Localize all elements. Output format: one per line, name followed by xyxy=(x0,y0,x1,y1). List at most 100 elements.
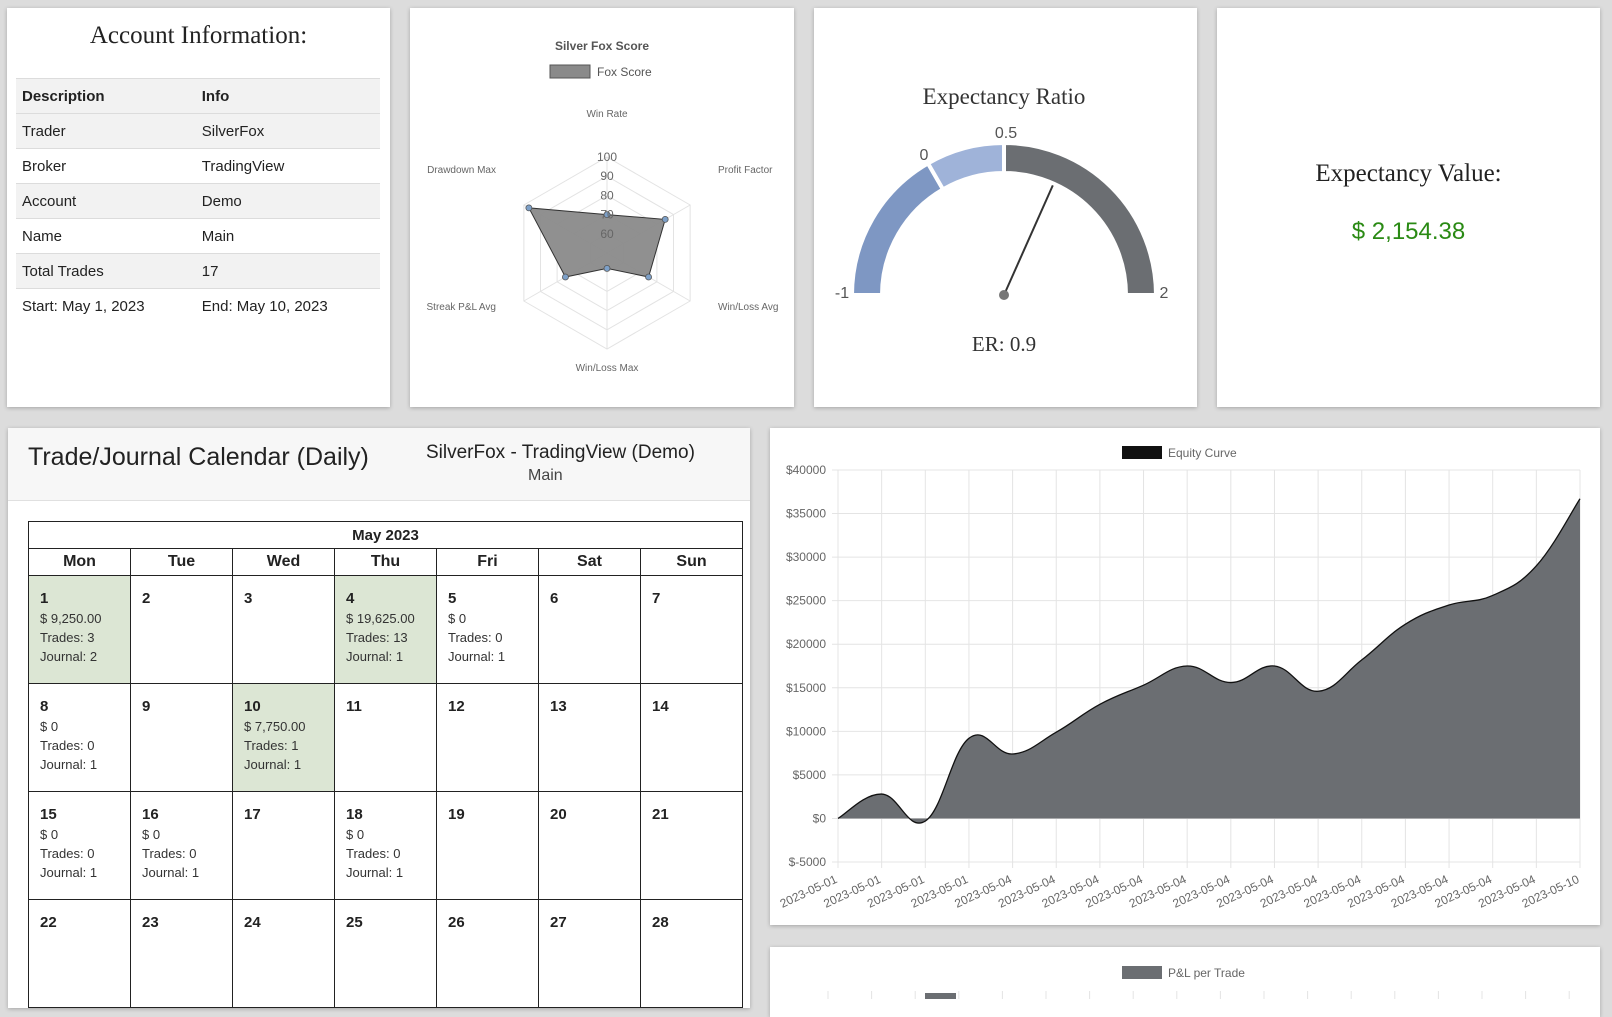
account-info-description: Account xyxy=(16,183,196,219)
gauge-scale-label: 0 xyxy=(920,147,929,164)
calendar-day-journal: Journal: 1 xyxy=(40,757,98,772)
calendar-day-cell[interactable]: 4 $ 19,625.00 Trades: 13 Journal: 1 xyxy=(334,575,437,684)
col-header-description: Description xyxy=(16,78,196,114)
calendar-day-cell[interactable]: 18 $ 0 Trades: 0 Journal: 1 xyxy=(334,791,437,900)
calendar-day-number: 26 xyxy=(448,914,465,931)
calendar-day-number: 24 xyxy=(244,914,261,931)
calendar-day-journal: Journal: 1 xyxy=(346,649,404,664)
radar-axis-label: Win/Loss Avg xyxy=(718,302,778,313)
calendar-day-cell[interactable]: 8 $ 0 Trades: 0 Journal: 1 xyxy=(28,683,131,792)
equity-y-tick: $25000 xyxy=(786,594,826,608)
radar-data-point xyxy=(645,273,652,281)
calendar-day-cell[interactable]: 28 xyxy=(640,899,743,1008)
calendar-day-cell[interactable]: 20 xyxy=(538,791,641,900)
calendar-week-row: 1 $ 9,250.00 Trades: 3 Journal: 2 2 3 4 $ 19,62… xyxy=(28,575,743,684)
calendar-day-cell[interactable]: 17 xyxy=(232,791,335,900)
expectancy-ratio-gauge: Expectancy Ratio -1 0 0.5 2 ER: 0.9 xyxy=(835,84,1169,356)
expectancy-ratio-card: Expectancy Ratio -1 0 0.5 2 ER: 0.9 xyxy=(814,8,1197,407)
equity-y-tick: $30000 xyxy=(786,550,826,564)
calendar-day-cell[interactable]: 3 xyxy=(232,575,335,684)
calendar-account-subtitle: SilverFox - TradingView (Demo) xyxy=(426,442,695,463)
calendar-day-cell[interactable]: 21 xyxy=(640,791,743,900)
pnl-per-trade-card: P&L per Trade xyxy=(770,947,1600,1017)
radar-tick-label: 80 xyxy=(600,188,614,202)
calendar-day-cell[interactable]: 23 xyxy=(130,899,233,1008)
equity-y-tick: $-5000 xyxy=(789,855,827,869)
calendar-day-cell[interactable]: 9 xyxy=(130,683,233,792)
fox-score-radar-chart: Silver Fox Score Fox Score 60 70 80 90 100 Win … xyxy=(427,39,779,374)
fox-score-radar-card: Silver Fox Score Fox Score 60 70 80 90 100 Win … xyxy=(410,8,794,407)
expectancy-value-label: Expectancy Value: xyxy=(1315,160,1502,187)
account-info-value: 17 xyxy=(195,253,380,289)
radar-title: Silver Fox Score xyxy=(555,39,649,53)
account-info-row: Start: May 1, 2023 End: May 10, 2023 xyxy=(16,288,380,323)
calendar-day-number: 6 xyxy=(550,590,559,607)
pnl-legend-label: P&L per Trade xyxy=(1168,966,1245,980)
account-info-row: Name Main xyxy=(16,218,380,254)
weekday-header: Sat xyxy=(538,548,641,576)
equity-y-tick: $35000 xyxy=(786,507,826,521)
calendar-day-cell[interactable]: 26 xyxy=(436,899,539,1008)
account-info-table: Description Info Trader SilverFox Broker Tr… xyxy=(16,78,380,323)
calendar-day-cell[interactable]: 19 xyxy=(436,791,539,900)
calendar-day-cell[interactable]: 25 xyxy=(334,899,437,1008)
radar-data-point xyxy=(525,204,533,212)
equity-legend-label: Equity Curve xyxy=(1168,446,1237,460)
calendar-day-cell[interactable]: 7 xyxy=(640,575,743,684)
radar-axis-label: Win Rate xyxy=(586,109,628,120)
radar-legend-swatch xyxy=(549,64,591,79)
radar-tick-label: 90 xyxy=(600,169,614,183)
calendar-day-cell[interactable]: 13 xyxy=(538,683,641,792)
calendar-day-number: 8 xyxy=(40,698,49,715)
calendar-day-cell[interactable]: 27 xyxy=(538,899,641,1008)
calendar-day-cell[interactable]: 11 xyxy=(334,683,437,792)
weekday-header: Thu xyxy=(334,548,437,576)
account-info-value: Demo xyxy=(195,183,380,219)
equity-curve-chart: Equity Curve $-5000 $0 $5000 $10000 $15000 $20… xyxy=(778,446,1582,911)
calendar-day-cell[interactable]: 22 xyxy=(28,899,131,1008)
trade-journal-calendar-card: Trade/Journal Calendar (Daily) SilverFox… xyxy=(8,428,750,1008)
weekday-header: Sun xyxy=(640,548,743,576)
calendar-day-number: 17 xyxy=(244,806,261,823)
calendar-day-cell[interactable]: 15 $ 0 Trades: 0 Journal: 1 xyxy=(28,791,131,900)
calendar-day-cell[interactable]: 10 $ 7,750.00 Trades: 1 Journal: 1 xyxy=(232,683,335,792)
pnl-bar xyxy=(925,993,956,999)
equity-y-tick: $15000 xyxy=(786,681,826,695)
calendar-day-number: 13 xyxy=(550,698,567,715)
calendar-table: May 2023 Mon Tue Wed Thu Fri Sat Sun 1 $ 9,250.… xyxy=(28,521,743,1008)
calendar-day-trades: Trades: 3 xyxy=(40,630,95,645)
calendar-day-trades: Trades: 0 xyxy=(142,846,197,861)
weekday-header: Tue xyxy=(130,548,233,576)
calendar-day-cell[interactable]: 2 xyxy=(130,575,233,684)
expectancy-value-card: Expectancy Value: $ 2,154.38 xyxy=(1217,8,1600,407)
calendar-day-number: 2 xyxy=(142,590,151,607)
calendar-day-cell[interactable]: 16 $ 0 Trades: 0 Journal: 1 xyxy=(130,791,233,900)
calendar-day-cell[interactable]: 5 $ 0 Trades: 0 Journal: 1 xyxy=(436,575,539,684)
gauge-scale-label: 2 xyxy=(1160,285,1169,302)
calendar-day-cell[interactable]: 6 xyxy=(538,575,641,684)
calendar-day-cell[interactable]: 1 $ 9,250.00 Trades: 3 Journal: 2 xyxy=(28,575,131,684)
calendar-day-number: 19 xyxy=(448,806,465,823)
calendar-day-cell[interactable]: 12 xyxy=(436,683,539,792)
weekday-header: Mon xyxy=(28,548,131,576)
calendar-day-number: 12 xyxy=(448,698,465,715)
calendar-day-journal: Journal: 1 xyxy=(244,757,302,772)
calendar-day-number: 7 xyxy=(652,590,661,607)
account-info-title: Account Information: xyxy=(89,22,308,49)
calendar-title: Trade/Journal Calendar (Daily) xyxy=(28,443,369,471)
calendar-day-number: 16 xyxy=(142,806,159,823)
gauge-segment-low xyxy=(849,160,946,297)
calendar-month: May 2023 xyxy=(28,521,743,549)
account-info-row: Account Demo xyxy=(16,183,380,219)
radar-legend-label: Fox Score xyxy=(597,65,652,79)
account-info-row: Broker TradingView xyxy=(16,148,380,184)
calendar-day-number: 15 xyxy=(40,806,57,823)
account-info-value: TradingView xyxy=(195,148,380,184)
radar-data-point xyxy=(562,273,569,281)
calendar-week-row: 22 23 24 25 26 27 28 xyxy=(28,899,743,1008)
calendar-day-number: 22 xyxy=(40,914,57,931)
calendar-day-journal: Journal: 1 xyxy=(448,649,506,664)
calendar-day-cell[interactable]: 24 xyxy=(232,899,335,1008)
calendar-day-cell[interactable]: 14 xyxy=(640,683,743,792)
calendar-day-number: 21 xyxy=(652,806,669,823)
